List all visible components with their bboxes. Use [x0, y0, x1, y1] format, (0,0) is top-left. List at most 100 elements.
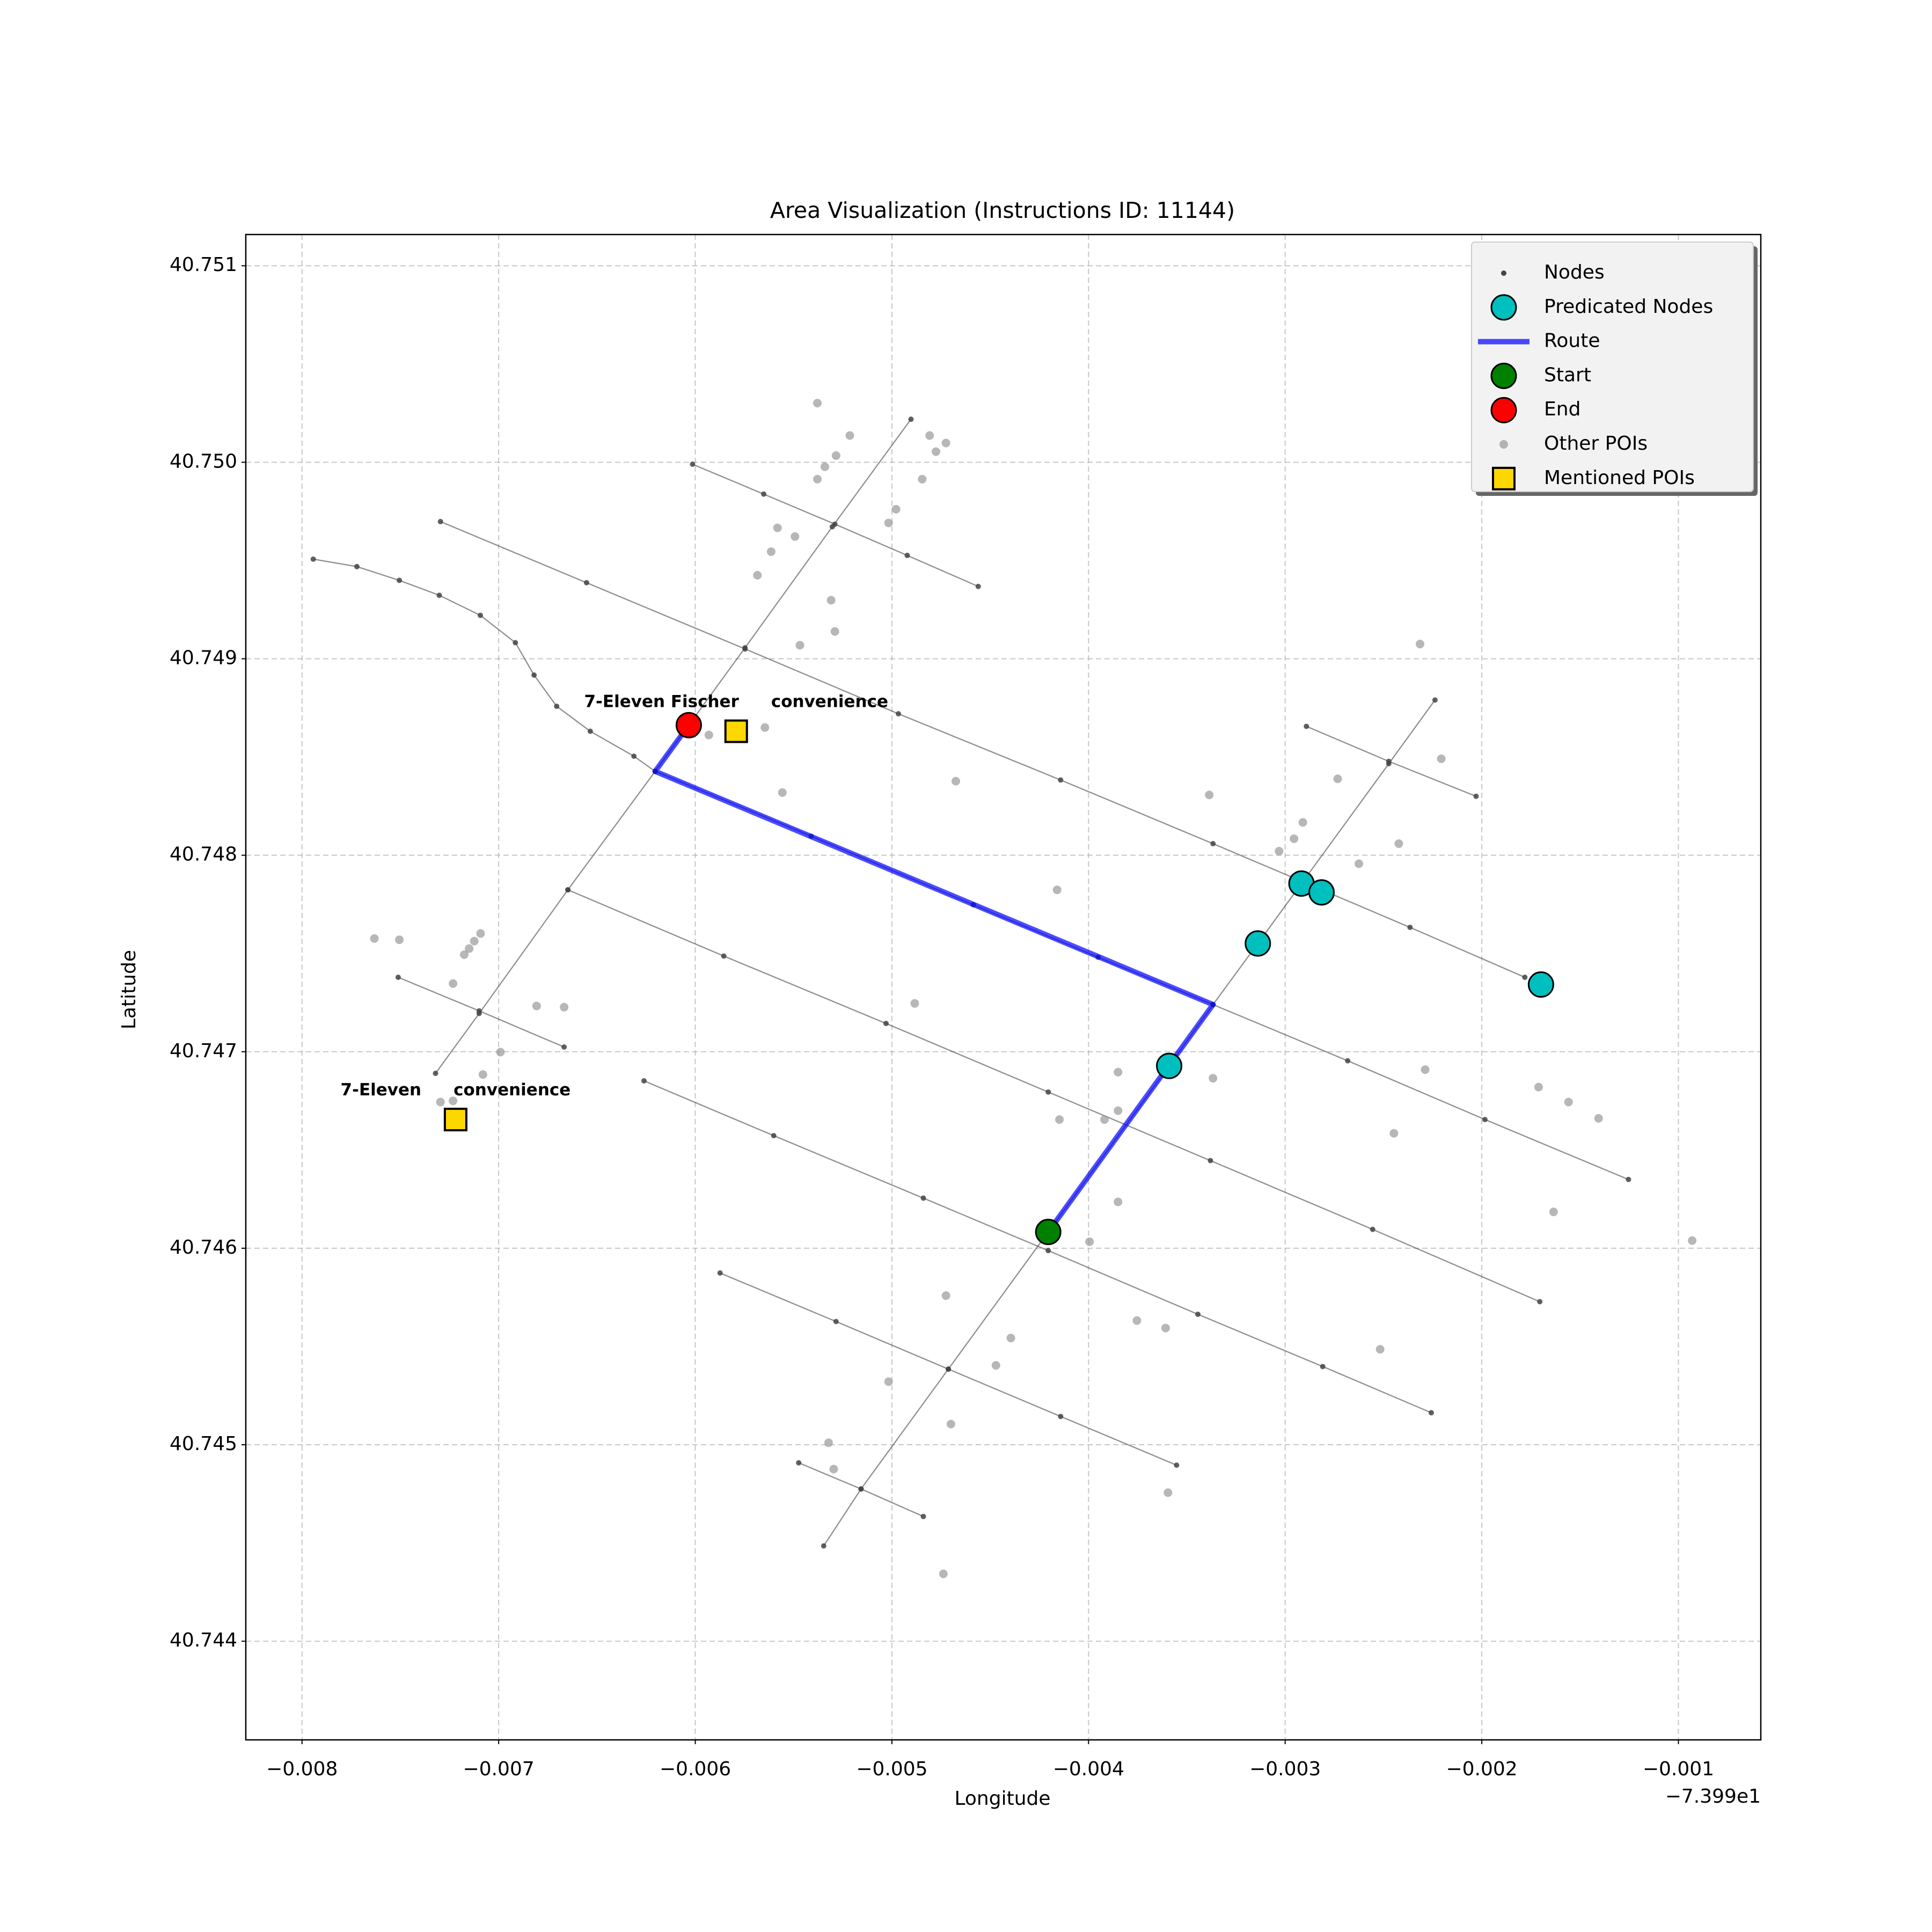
other-poi — [470, 936, 479, 946]
poi-category: convenience — [771, 692, 888, 711]
other-poi — [795, 641, 804, 650]
node — [920, 1195, 926, 1201]
node — [1473, 793, 1479, 799]
x-tick-label: −0.008 — [266, 1758, 338, 1780]
node — [476, 1008, 482, 1014]
end-point — [675, 712, 702, 738]
other-poi — [1290, 834, 1299, 843]
x-tick-label: −0.006 — [660, 1758, 731, 1780]
node — [883, 1021, 889, 1027]
node — [1522, 975, 1528, 980]
mentioned-poi — [724, 719, 748, 743]
predicted-node — [1527, 971, 1554, 998]
other-poi — [1163, 1488, 1173, 1497]
poi-name: 7-Eleven — [341, 1080, 422, 1100]
node — [832, 521, 838, 527]
other-poi — [1298, 818, 1307, 827]
other-poi — [939, 1569, 948, 1578]
predicted-node — [1308, 879, 1335, 906]
node — [397, 577, 402, 583]
y-tick-label: 40.748 — [170, 844, 237, 866]
other-poi — [1132, 1316, 1141, 1325]
x-axis-label: Longitude — [954, 1788, 1050, 1810]
other-poi — [1006, 1334, 1015, 1343]
node — [1407, 925, 1413, 931]
legend-marker — [1501, 270, 1506, 276]
other-poi — [821, 462, 830, 471]
other-poi — [884, 1377, 893, 1386]
other-poi — [532, 1001, 541, 1011]
node — [796, 1460, 802, 1466]
x-tick-label: −0.005 — [856, 1758, 927, 1780]
street — [313, 558, 656, 772]
node — [433, 1071, 438, 1077]
other-poi — [370, 934, 379, 943]
node — [565, 887, 571, 893]
node — [858, 1486, 864, 1492]
y-axis-label: Latitude — [118, 950, 140, 1029]
node — [946, 1366, 952, 1372]
legend-label: Mentioned POIs — [1544, 467, 1695, 489]
node — [1195, 1311, 1201, 1317]
other-poi — [813, 474, 822, 484]
x-offset-label: −7.399e1 — [1665, 1785, 1761, 1807]
node — [920, 1513, 926, 1519]
poi-label: 7-Eleven convenience — [341, 1080, 571, 1100]
other-poi — [436, 1097, 445, 1107]
legend-label: Nodes — [1544, 261, 1605, 283]
x-tick-label: −0.007 — [463, 1758, 535, 1780]
other-poi — [941, 438, 950, 448]
y-tick-label: 40.751 — [170, 254, 237, 276]
node — [1370, 1226, 1375, 1232]
other-poi — [891, 504, 901, 514]
other-poi — [1333, 774, 1342, 784]
node — [1482, 1117, 1488, 1123]
node — [690, 462, 696, 467]
node — [631, 753, 637, 759]
legend-marker — [1490, 397, 1517, 423]
other-poi — [1114, 1106, 1123, 1115]
node — [395, 975, 401, 980]
other-poi — [991, 1361, 1000, 1370]
other-poi — [941, 1291, 950, 1300]
other-poi — [1437, 754, 1446, 763]
other-poi — [952, 777, 961, 786]
other-poi — [1594, 1114, 1603, 1123]
y-tick-label: 40.749 — [170, 647, 237, 669]
other-poi — [449, 1096, 458, 1106]
node — [717, 1270, 723, 1276]
node — [1345, 1058, 1351, 1064]
poi-name: 7-Eleven Fischer — [584, 692, 739, 711]
x-tick-label: −0.002 — [1446, 1758, 1517, 1780]
y-tick-label: 40.747 — [170, 1040, 237, 1062]
node — [587, 728, 593, 734]
node — [896, 711, 902, 717]
node — [1537, 1299, 1543, 1305]
other-poi — [778, 788, 787, 797]
node — [583, 580, 589, 586]
other-poi — [925, 431, 934, 440]
legend-label: Predicated Nodes — [1544, 296, 1713, 318]
node — [1208, 1158, 1213, 1163]
other-poi — [813, 399, 822, 408]
node — [354, 564, 360, 569]
other-poi — [1052, 885, 1062, 895]
legend-marker — [1492, 466, 1516, 491]
node — [975, 583, 981, 589]
node — [771, 1133, 777, 1139]
node — [904, 552, 910, 558]
other-poi — [1355, 859, 1364, 868]
legend-marker — [1490, 294, 1517, 321]
legend-marker — [1499, 440, 1508, 449]
other-poi — [1205, 791, 1214, 800]
other-poi — [829, 1465, 838, 1474]
predicted-node — [1156, 1052, 1183, 1079]
legend-label: Route — [1544, 330, 1600, 352]
other-poi — [1688, 1236, 1697, 1245]
other-poi — [845, 431, 854, 440]
legend-marker — [1490, 362, 1517, 389]
other-poi — [1534, 1082, 1543, 1092]
other-poi — [753, 570, 762, 580]
